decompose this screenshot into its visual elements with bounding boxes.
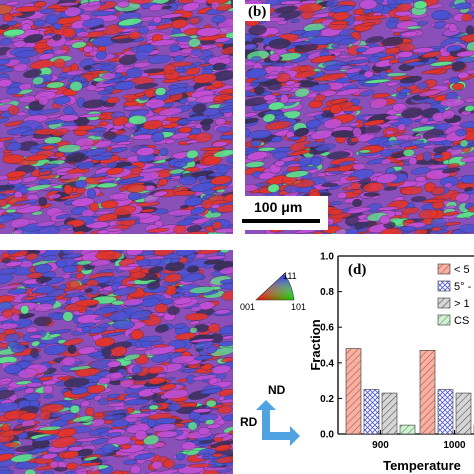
legend-swatch [437, 263, 451, 275]
bar-1-1000 [437, 389, 454, 435]
y-tick-label: 0.8 [320, 287, 334, 298]
y-tick-label: 0.2 [320, 394, 334, 405]
bar-2-900 [381, 392, 398, 435]
rd-label: RD [240, 415, 258, 429]
scale-bar [242, 219, 320, 223]
panel-d-label: (d) [348, 262, 366, 278]
ebsd-map-a [0, 0, 233, 234]
legend-swatch [437, 314, 451, 326]
x-axis-title: Temperature [383, 458, 461, 473]
fraction-bar-chart: 0.0 0.2 0.4 0.6 0.8 1.0 Fraction (d) 900 1000 Temp… [308, 252, 474, 473]
bar-2-1000 [455, 392, 472, 435]
y-tick-label: 0.0 [320, 430, 334, 441]
ipf-label-001: 001 [240, 302, 256, 312]
bar-0-1000 [419, 350, 436, 435]
legend-swatch [437, 297, 451, 309]
x-tick-label: 900 [372, 440, 389, 451]
legend-label: CS [454, 315, 469, 327]
ipf-label-101: 101 [291, 302, 307, 312]
sample-direction-icon: ND RD [240, 383, 300, 446]
ebsd-map-c [0, 250, 233, 474]
panel-d-label-bg [346, 260, 370, 278]
legend-label: 5° - [454, 281, 472, 293]
y-tick-label: 1.0 [320, 252, 334, 263]
legend-swatch [437, 280, 451, 292]
legend-label: > 1 [454, 298, 470, 310]
x-tick-label: 1000 [443, 440, 466, 451]
legend-label: < 5 [454, 264, 470, 276]
ipf-color-key [255, 273, 295, 301]
bar-3-900 [399, 424, 416, 435]
panel-b-label: (b) [244, 4, 271, 21]
nd-label: ND [268, 383, 286, 397]
scale-bar-background [236, 196, 328, 230]
scale-bar-label: 100 μm [254, 199, 303, 215]
ipf-label-111: 111 [283, 271, 297, 281]
y-axis-title: Fraction [308, 319, 323, 370]
y-tick-label: 0.6 [320, 323, 334, 334]
y-tick-label: 0.4 [320, 358, 334, 369]
bar-0-900 [345, 348, 362, 435]
bar-1-900 [363, 389, 380, 435]
